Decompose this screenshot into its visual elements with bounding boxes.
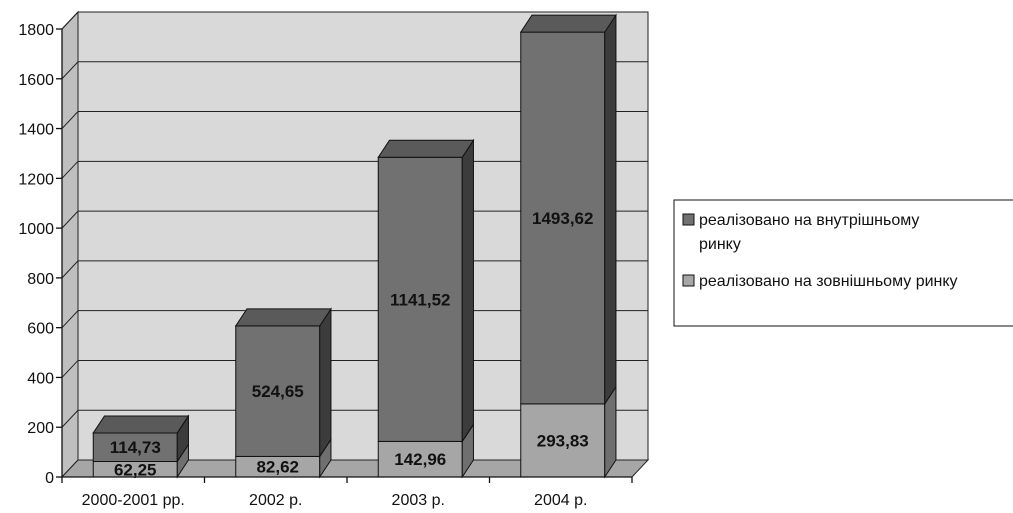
bar-segment-side: [461, 138, 474, 444]
bar-segment-front: [520, 403, 606, 478]
side-wall: [61, 10, 79, 479]
x-tick-label: 2004 р.: [534, 492, 587, 509]
data-label: 62,25: [114, 460, 157, 479]
legend-label: ринку: [699, 236, 741, 253]
y-tick-label: 600: [27, 321, 54, 338]
data-label: 82,62: [256, 458, 299, 477]
y-tick-label: 1000: [18, 221, 54, 238]
bars: [92, 13, 617, 479]
y-tick-label: 1600: [18, 72, 54, 89]
bar-top: [92, 415, 190, 434]
y-tick-label: 1200: [18, 171, 54, 188]
legend-swatch: [682, 274, 695, 287]
bar-top: [519, 14, 617, 33]
data-label: 142,96: [394, 450, 446, 469]
x-tick-labels: 2000-2001 рр. 2002 р. 2003 р. 2004 р.: [82, 492, 588, 509]
data-label: 1493,62: [532, 209, 593, 228]
bar-stack: [377, 138, 475, 479]
bar-segment-side: [319, 307, 332, 459]
x-tick-label: 2003 р.: [392, 492, 445, 509]
y-tick-label: 1400: [18, 122, 54, 139]
value-labels: 62,25 114,73 82,62 524,65 142,96 1141,52 293,8…: [110, 209, 594, 479]
data-label: 114,73: [110, 438, 161, 457]
bar-stack: [234, 307, 332, 479]
gridline: [61, 61, 648, 80]
legend-box: [673, 199, 1013, 327]
data-label: 1141,52: [390, 290, 451, 309]
legend-label: реалізовано на внутрішньому: [699, 212, 919, 229]
y-tick-label: 200: [27, 420, 54, 437]
bar-segment-front: [92, 432, 178, 463]
y-tick-label: 800: [27, 271, 54, 288]
x-tick-label: 2000-2001 рр.: [82, 492, 185, 509]
bar-segment-front: [235, 325, 321, 457]
data-label: 524,65: [252, 382, 304, 401]
legend-swatch: [682, 213, 695, 226]
gridline: [61, 111, 648, 129]
bar-top: [377, 139, 475, 158]
legend-label: реалізовано на зовнішньому ринку: [699, 273, 958, 290]
bar-segment-front: [520, 31, 606, 405]
y-tick-label: 400: [27, 370, 54, 387]
y-tick-label: 0: [45, 470, 54, 487]
legend: реалізовано на внутрішньому ринку реалізов…: [673, 199, 1013, 327]
axes: [56, 28, 633, 483]
bar-segment-side: [604, 13, 617, 406]
gridline: [61, 11, 648, 30]
bar-stack: [92, 414, 190, 479]
bar-top: [234, 308, 332, 327]
data-label: 293,83: [537, 431, 589, 450]
x-tick-label: 2002 р.: [249, 492, 302, 509]
y-tick-labels: 0 200 400 600 800 1000 1200 1400 1600 1800: [18, 22, 54, 487]
bar-stack: [519, 13, 617, 479]
y-tick-label: 1800: [18, 22, 54, 39]
